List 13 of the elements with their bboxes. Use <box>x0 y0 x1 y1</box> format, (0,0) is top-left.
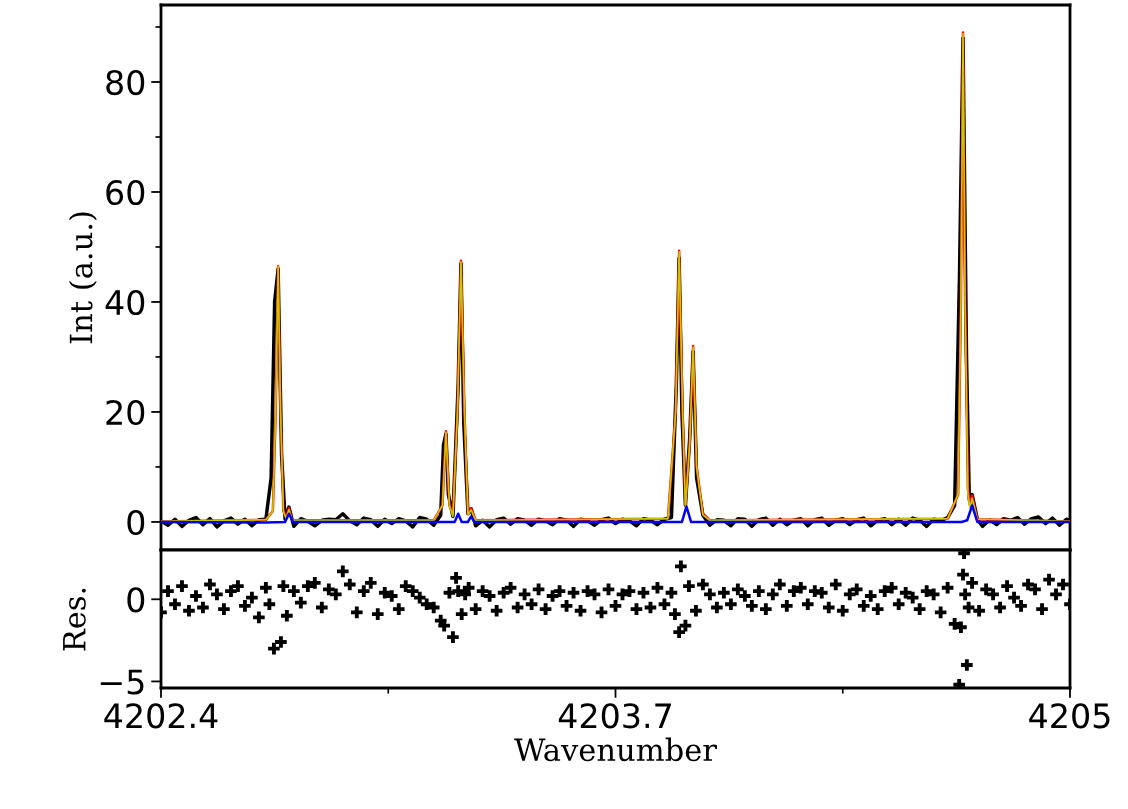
y-tick-label: 20 <box>106 399 145 426</box>
x-tick-label: 4203.7 <box>558 703 671 729</box>
x-tick-label: 4205 <box>1029 703 1110 729</box>
y-axis-title: Int (a.u.) <box>68 212 97 344</box>
y-axis-title: Res. <box>63 588 86 651</box>
y-tick-label: 0 <box>127 587 145 613</box>
y-tick-label: 80 <box>106 69 145 96</box>
y-tick-label: 40 <box>105 289 145 316</box>
y-tick-label: 60 <box>106 179 145 206</box>
y-tick-label: −5 <box>100 669 144 695</box>
x-tick-label: 4202.4 <box>104 703 218 729</box>
x-axis-title: Wavenumber <box>514 737 717 762</box>
y-tick-label: 0 <box>127 509 145 536</box>
